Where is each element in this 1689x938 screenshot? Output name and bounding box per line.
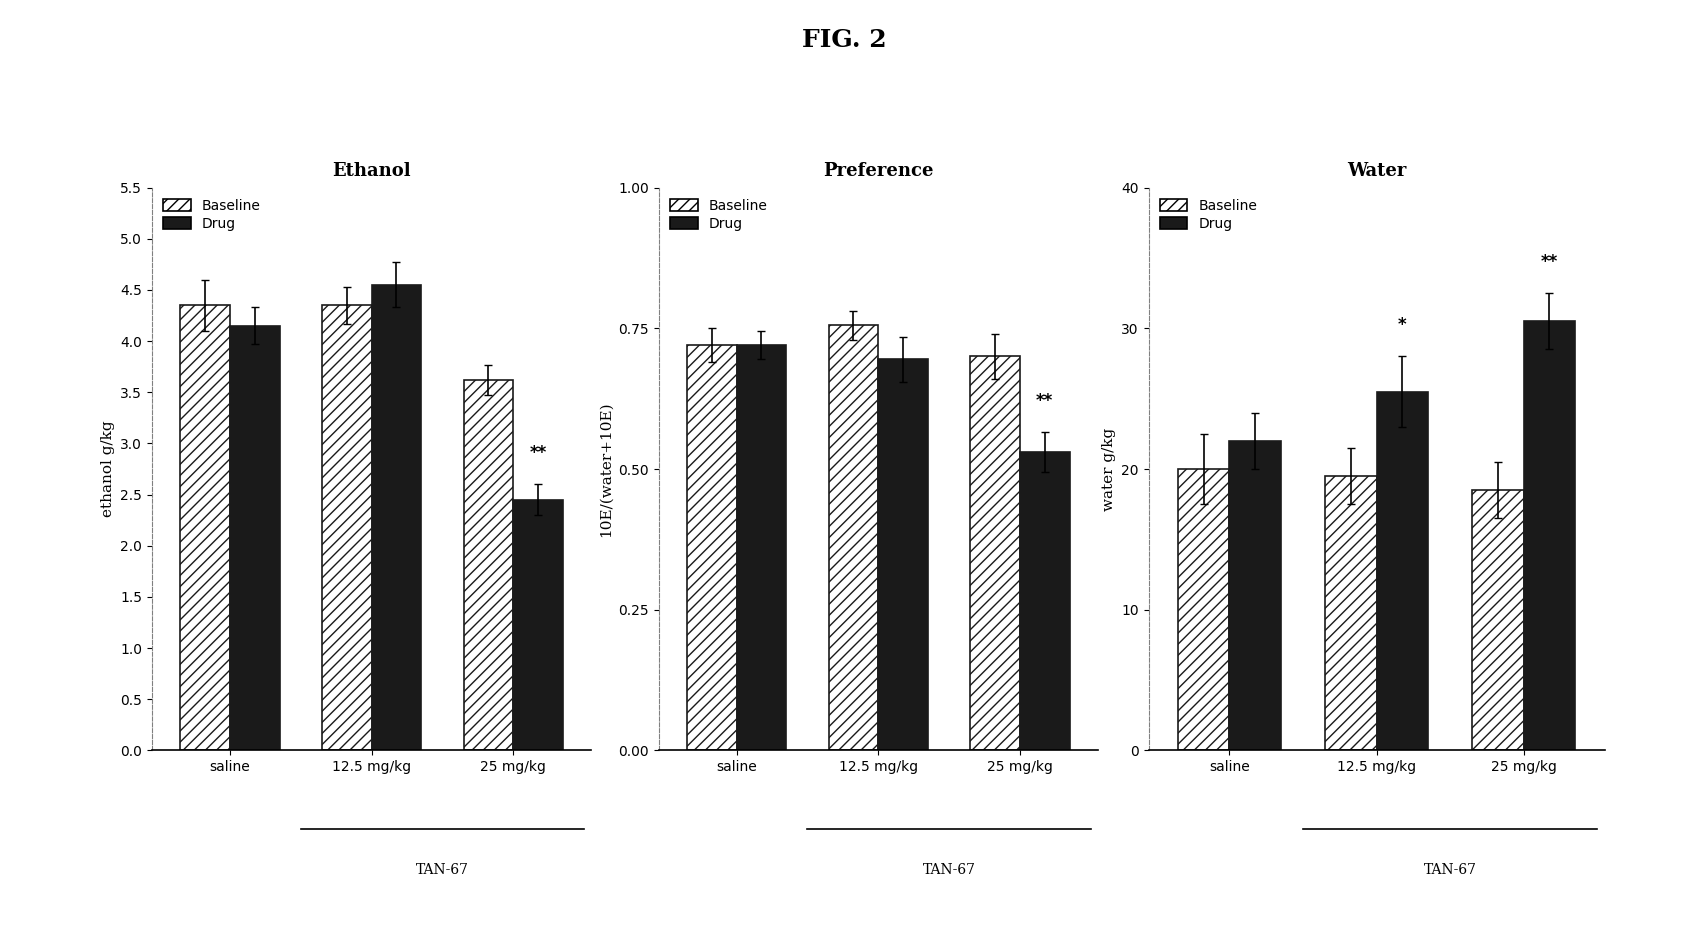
Bar (736, 345, 785, 750)
Legend: Baseline, Drug: Baseline, Drug (159, 194, 265, 235)
Bar (1473, 491, 1523, 750)
Text: **: ** (1540, 252, 1557, 270)
Text: **: ** (529, 444, 547, 461)
Bar (829, 325, 878, 750)
Y-axis label: ethanol g/kg: ethanol g/kg (101, 420, 115, 518)
Bar (878, 359, 927, 750)
Legend: Baseline, Drug: Baseline, Drug (665, 194, 772, 235)
Bar (513, 500, 562, 750)
Bar (971, 356, 1020, 750)
Text: TAN-67: TAN-67 (922, 863, 976, 877)
Text: TAN-67: TAN-67 (1424, 863, 1476, 877)
Text: FIG. 2: FIG. 2 (802, 28, 887, 53)
Bar (687, 345, 736, 750)
Bar (1326, 477, 1377, 750)
Text: TAN-67: TAN-67 (415, 863, 470, 877)
Bar (181, 305, 230, 750)
Bar (372, 285, 421, 750)
Text: **: ** (1035, 392, 1054, 410)
Bar (1377, 392, 1427, 750)
Legend: Baseline, Drug: Baseline, Drug (1155, 194, 1262, 235)
Title: Ethanol: Ethanol (333, 162, 410, 180)
Y-axis label: water g/kg: water g/kg (1101, 428, 1116, 510)
Y-axis label: 10E/(water+10E): 10E/(water+10E) (598, 401, 613, 537)
Bar (1177, 469, 1230, 750)
Text: *: * (1398, 316, 1407, 334)
Bar (1230, 441, 1280, 750)
Bar (323, 305, 372, 750)
Bar (1523, 321, 1576, 750)
Title: Preference: Preference (823, 162, 934, 180)
Bar (464, 380, 513, 750)
Title: Water: Water (1346, 162, 1407, 180)
Bar (1020, 452, 1069, 750)
Bar (230, 325, 279, 750)
